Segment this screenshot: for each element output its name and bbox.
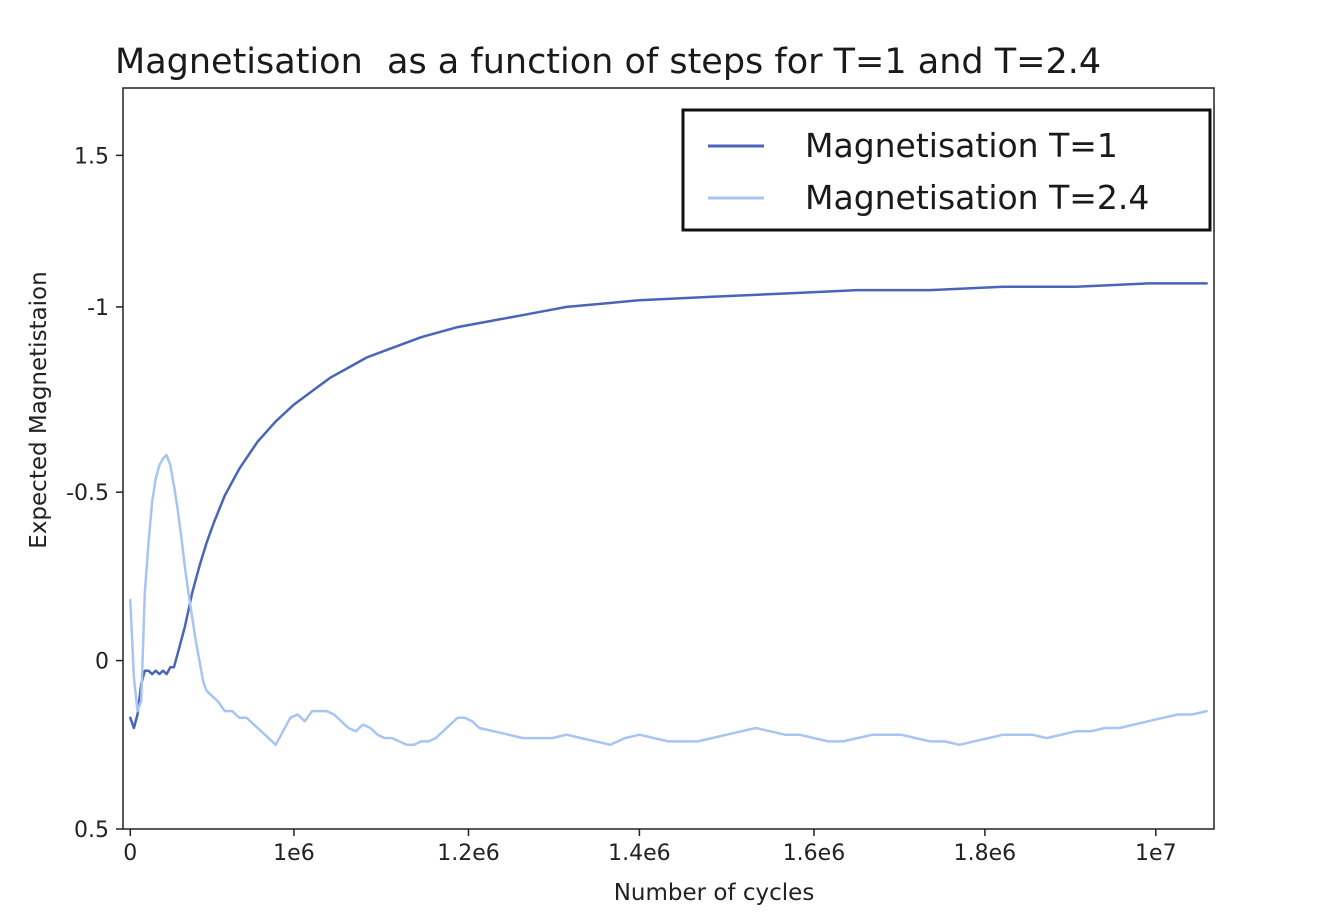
x-tick-label: 1.2e6 [437, 841, 500, 866]
x-tick-label: 1e6 [273, 841, 315, 866]
y-axis-label: Expected Magnetistaion [26, 271, 52, 548]
legend-box [681, 108, 1212, 232]
legend-label-t1: Magnetisation T=1 [805, 126, 1118, 165]
x-tick-label: 1.8e6 [954, 841, 1017, 866]
x-tick-label: 1.4e6 [608, 841, 671, 866]
y-axis-ticks: 1.5 -1 -0.5 0 0.5 [66, 144, 123, 843]
x-tick-label: 1.6e6 [783, 841, 846, 866]
plot-frame [122, 87, 1215, 830]
chart-title-part2: as a function of steps for T=1 and T=2.4 [387, 42, 1101, 82]
chart-title-part1: Magnetisation [115, 42, 363, 82]
y-tick-label: 0.5 [74, 818, 109, 843]
series-line-t1 [129, 282, 1208, 730]
legend: Magnetisation T=1 Magnetisation T=2.4 [681, 108, 1212, 232]
y-tick-label: -1 [87, 296, 109, 321]
legend-label-t24: Magnetisation T=2.4 [805, 178, 1149, 217]
x-tick-label: 1e7 [1135, 841, 1177, 866]
y-tick-label: -0.5 [66, 481, 109, 506]
x-axis-label: Number of cycles [614, 880, 815, 906]
series-line-t24 [129, 453, 1208, 747]
x-tick-label: 0 [123, 841, 137, 866]
series-lines [129, 282, 1208, 747]
y-tick-label: 0 [95, 650, 109, 675]
y-tick-label: 1.5 [74, 144, 109, 169]
x-axis-ticks: 0 1e6 1.2e6 1.4e6 1.6e6 1.8e6 1e7 [123, 829, 1177, 866]
